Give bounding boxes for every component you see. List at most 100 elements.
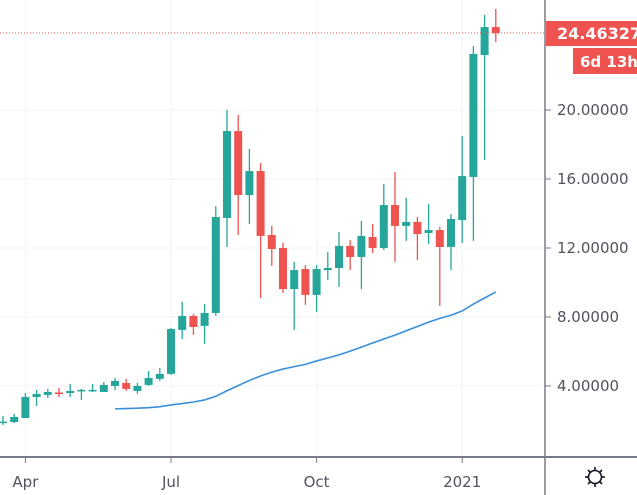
x-tick-label: Oct: [304, 473, 330, 491]
candle-up: [290, 261, 299, 330]
candle-down: [279, 242, 287, 293]
candle-up: [99, 381, 108, 392]
candle-body: [267, 235, 276, 250]
moving-average-line: [114, 291, 497, 410]
candle-up: [144, 370, 153, 386]
x-tick-label: Jul: [161, 473, 180, 491]
candle-up: [66, 383, 75, 397]
moving-average: [114, 291, 497, 410]
candle-down: [413, 216, 422, 261]
bar-countdown-text: 6d 13h: [580, 53, 637, 71]
candle-body: [491, 27, 500, 34]
candle-body: [111, 380, 119, 386]
candle-up: [155, 368, 164, 381]
candle-body: [335, 245, 343, 268]
y-tick-label: 4.00000: [557, 377, 619, 395]
candle-up: [178, 301, 187, 340]
candle-body: [469, 53, 478, 177]
candle-body: [391, 205, 399, 226]
candle-down: [346, 240, 355, 271]
candle-down: [256, 162, 265, 298]
candle-body: [55, 392, 63, 395]
candle-down: [234, 115, 243, 236]
candle-up: [77, 388, 86, 400]
candle-body: [43, 391, 52, 395]
candle-up: [88, 383, 97, 392]
candle-up: [133, 383, 142, 394]
candle-up: [480, 15, 489, 161]
candle-body: [413, 221, 422, 235]
candle-up: [223, 110, 231, 247]
candle-body: [301, 269, 310, 295]
last-price-label: 24.46327 6d 13h: [546, 21, 637, 74]
candle-body: [200, 313, 209, 326]
candle-up: [200, 304, 209, 344]
candle-body: [10, 416, 19, 422]
candle-body: [122, 383, 131, 389]
candle-body: [99, 384, 108, 392]
candle-body: [32, 393, 41, 397]
candle-body: [357, 235, 366, 257]
candle-down: [189, 314, 198, 335]
candle-body: [223, 131, 231, 218]
candle-body: [234, 131, 243, 196]
candle-body: [458, 176, 467, 221]
candle-down: [435, 226, 444, 306]
candle-body: [312, 269, 321, 295]
candle-up: [447, 214, 455, 271]
candle-body: [133, 385, 142, 391]
y-tick-label: 8.00000: [557, 308, 619, 326]
price-axis[interactable]: 4.00000 8.00000 12.00000 16.00000 20.00000: [545, 101, 629, 395]
candle-up: [111, 378, 119, 390]
candle-body: [402, 221, 411, 226]
time-axis[interactable]: Apr Jul Oct 2021: [12, 457, 481, 491]
candle-body: [88, 389, 97, 392]
candle-body: [66, 390, 75, 394]
candle-body: [144, 378, 153, 385]
candle-body: [245, 171, 254, 196]
candle-body: [379, 205, 388, 248]
candles: [0, 8, 500, 425]
candle-body: [323, 267, 332, 271]
candle-body: [0, 421, 7, 424]
candle-up: [312, 265, 321, 312]
candle-body: [21, 396, 30, 419]
candle-down: [267, 225, 276, 266]
candle-up: [21, 393, 30, 419]
candle-body: [256, 171, 265, 236]
candle-down: [122, 378, 131, 391]
candle-up: [357, 220, 366, 290]
candle-body: [211, 216, 220, 314]
candle-body: [279, 247, 287, 290]
y-tick-label: 20.00000: [557, 101, 629, 119]
grid: [0, 0, 545, 457]
candle-up: [0, 415, 7, 425]
candle-up: [458, 136, 467, 243]
candle-up: [424, 204, 433, 245]
candle-up: [32, 389, 41, 406]
candle-down: [368, 224, 377, 253]
y-tick-label: 12.00000: [557, 239, 629, 257]
candle-body: [77, 389, 86, 392]
candle-up: [469, 46, 478, 241]
candle-up: [167, 328, 175, 375]
candle-down: [491, 8, 500, 43]
candle-up: [211, 206, 220, 316]
candle-body: [346, 245, 355, 257]
x-tick-label: 2021: [443, 473, 481, 491]
candle-up: [245, 148, 254, 225]
candle-body: [178, 315, 187, 330]
x-tick-label: Apr: [12, 473, 39, 491]
candle-body: [424, 230, 433, 233]
candle-body: [435, 230, 444, 247]
candle-body: [290, 270, 299, 290]
candle-body: [368, 236, 377, 248]
gear-icon[interactable]: [585, 467, 605, 487]
candle-up: [43, 388, 52, 399]
candle-up: [335, 231, 343, 287]
candle-up: [379, 184, 388, 251]
candle-up: [323, 251, 332, 281]
candle-up: [10, 413, 19, 424]
candle-up: [402, 197, 411, 241]
